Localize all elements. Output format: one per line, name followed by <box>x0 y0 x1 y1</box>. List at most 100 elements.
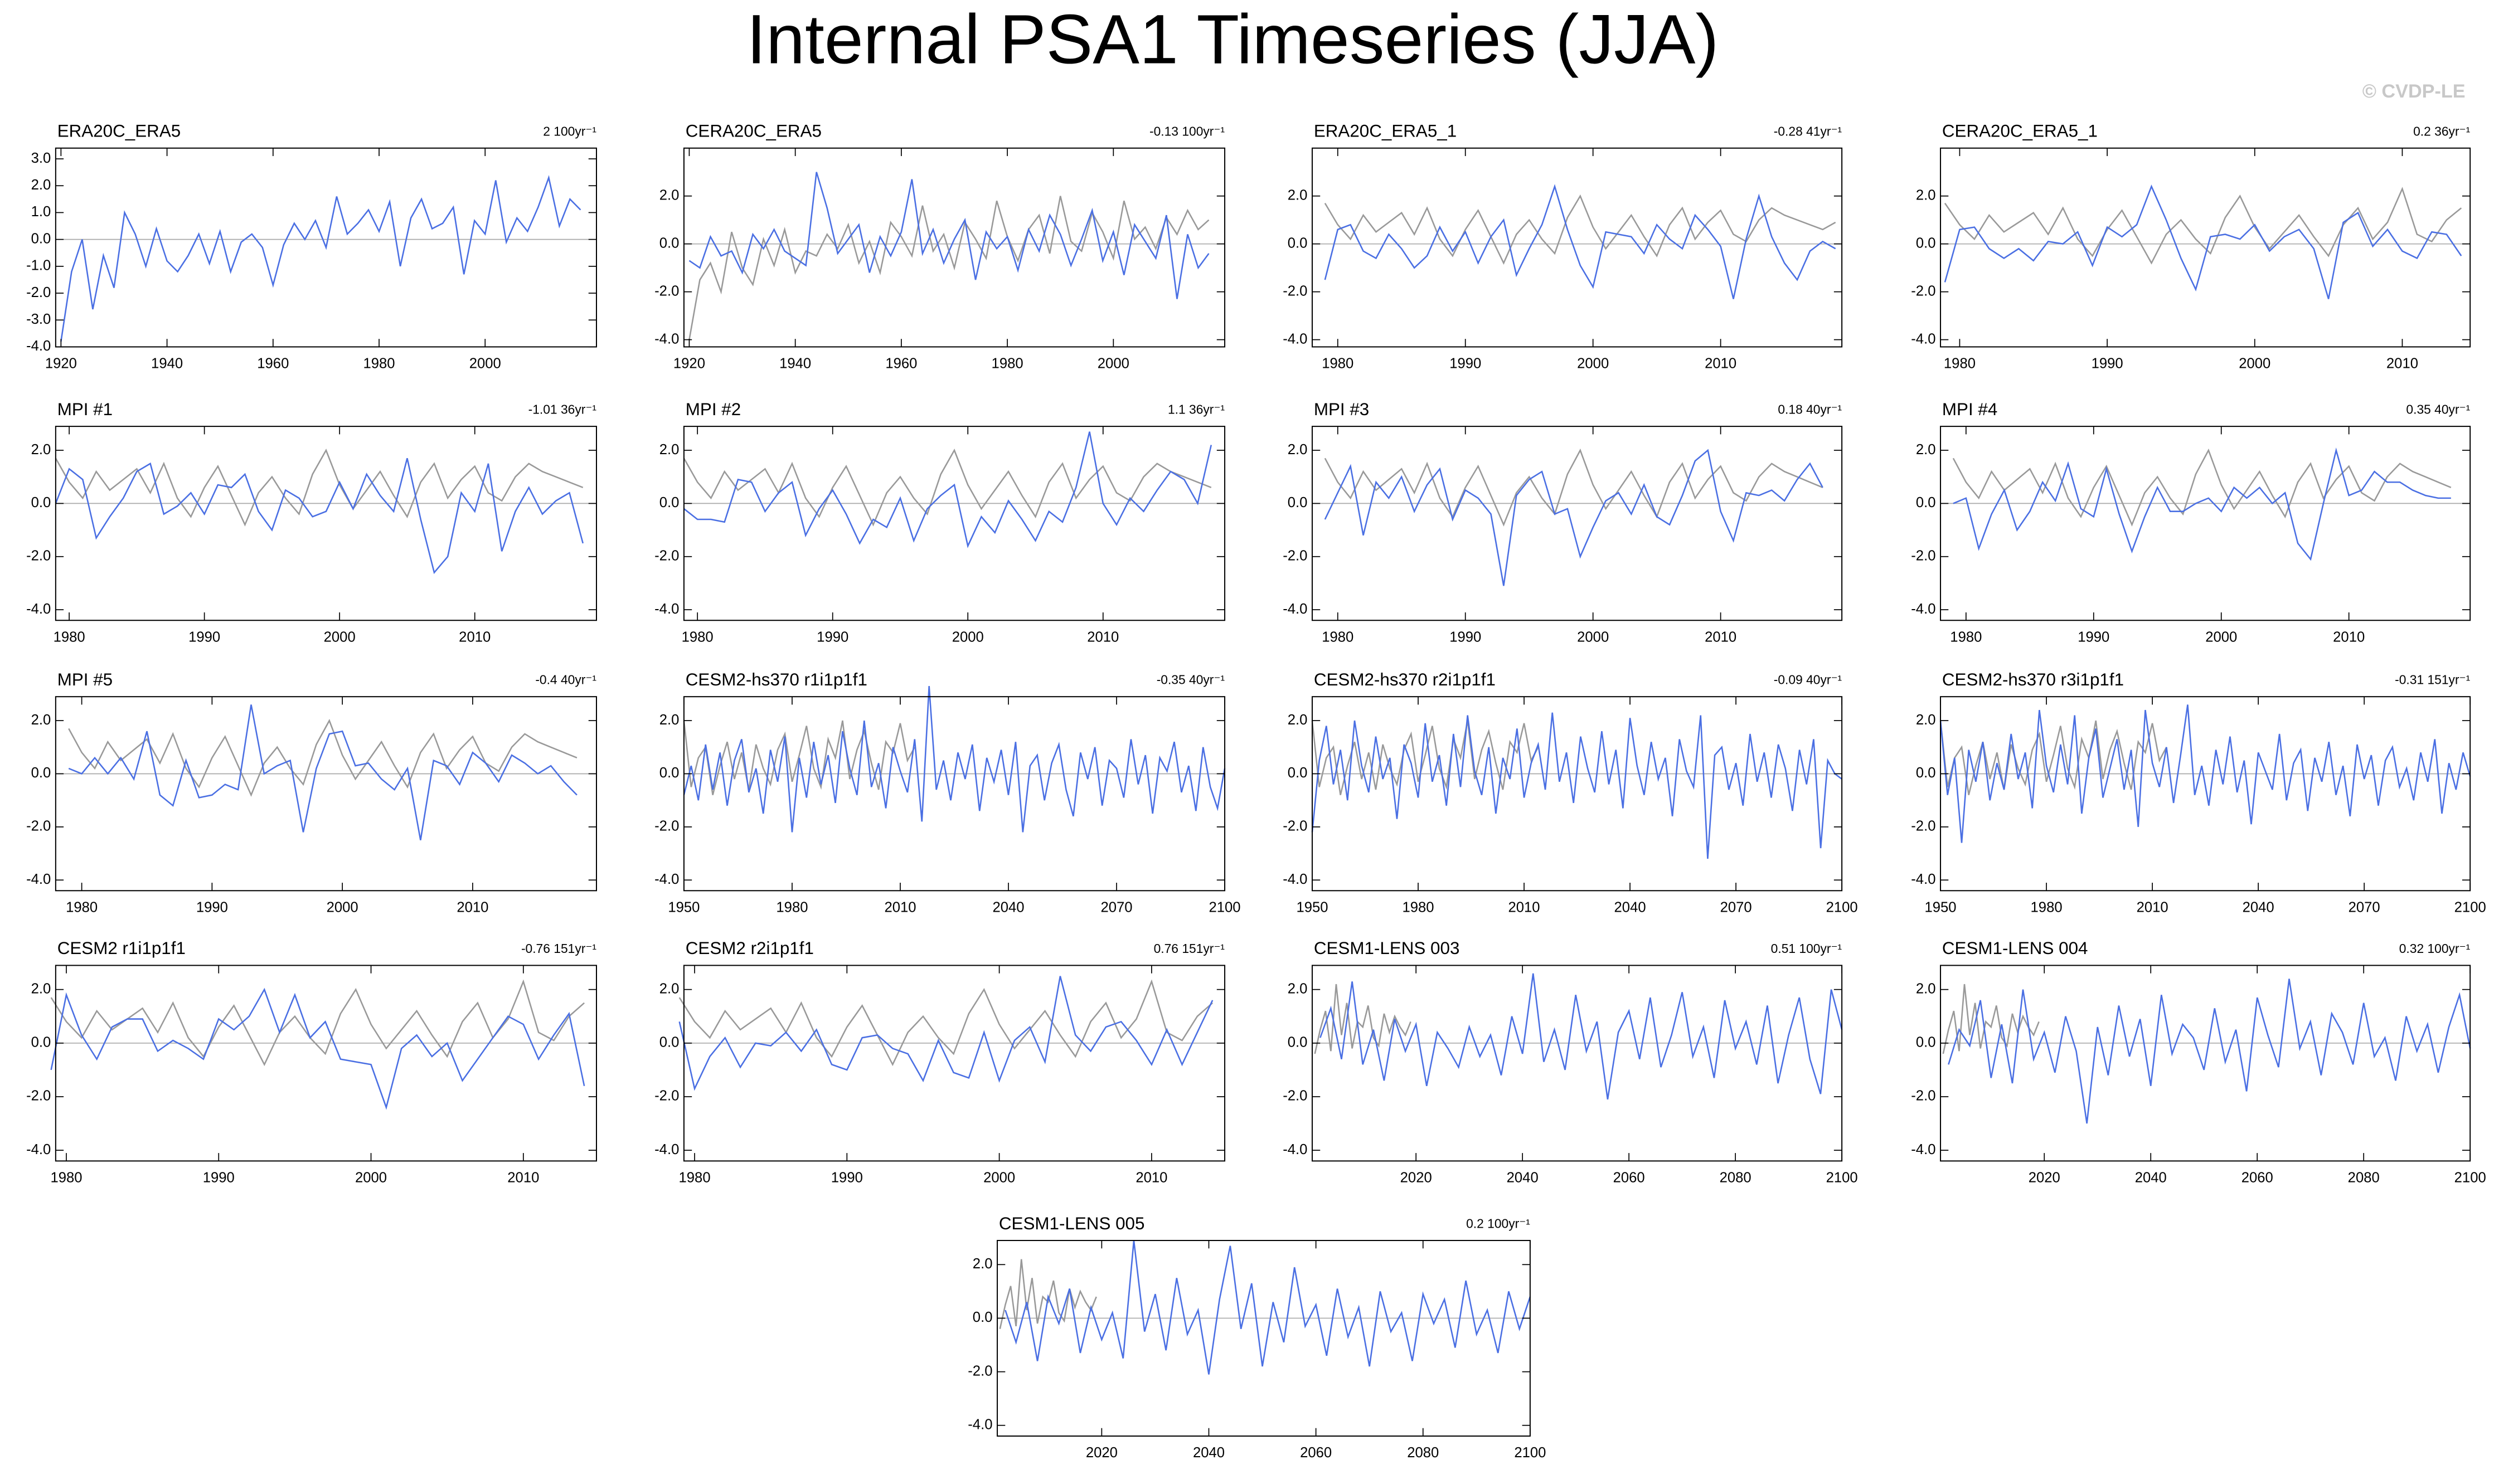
trend-label: 0.18 40yr⁻¹ <box>1778 402 1842 417</box>
y-tick-label: -2.0 <box>968 1363 992 1379</box>
x-tick-label: 2010 <box>1508 899 1540 915</box>
series-line <box>1319 973 1843 1099</box>
series-line <box>1324 449 1823 586</box>
x-tick-label: 2000 <box>1577 356 1609 372</box>
y-tick-label: -2.0 <box>654 283 679 299</box>
y-tick-label: -2.0 <box>26 548 51 564</box>
y-tick-label: -2.0 <box>26 1088 51 1104</box>
y-tick-label: 2.0 <box>659 442 680 458</box>
x-tick-label: 1990 <box>2092 356 2123 372</box>
x-tick-label: 1980 <box>50 1170 82 1186</box>
series-line <box>1953 447 2451 561</box>
series-line <box>688 196 1210 340</box>
x-tick-label: 1940 <box>779 356 811 372</box>
x-tick-label: 2040 <box>992 899 1024 915</box>
plot-frame <box>997 1240 1531 1437</box>
y-tick-label: 0.0 <box>973 1310 993 1325</box>
y-tick-label: 0.0 <box>1916 1035 1936 1050</box>
plot-frame <box>683 147 1226 348</box>
y-tick-label: 2.0 <box>659 712 680 728</box>
panel-title: MPI #5 <box>57 670 113 689</box>
trend-label: -0.09 40yr⁻¹ <box>1774 673 1842 687</box>
x-tick-label: 1950 <box>1296 899 1328 915</box>
x-tick-label: 2080 <box>1720 1170 1751 1186</box>
y-tick-label: 2.0 <box>1288 442 1308 458</box>
panel-title: CESM2-hs370 r3i1p1f1 <box>1942 670 2124 689</box>
plot-frame <box>1311 965 1843 1162</box>
x-tick-label: 2020 <box>1086 1445 1118 1461</box>
panel-title: ERA20C_ERA5 <box>57 121 181 141</box>
x-tick-label: 1980 <box>363 356 395 372</box>
series-line <box>50 987 585 1110</box>
panel-title: CERA20C_ERA5 <box>686 121 822 141</box>
y-tick-label: 0.0 <box>31 495 51 510</box>
plot-frame <box>1940 426 2471 621</box>
x-tick-label: 2010 <box>2333 629 2365 645</box>
series-line <box>1324 184 1836 299</box>
y-tick-label: -2.0 <box>1283 819 1307 834</box>
x-tick-label: 1980 <box>1944 356 1976 372</box>
x-tick-label: 2100 <box>1826 1170 1858 1186</box>
plot-frame <box>683 696 1226 892</box>
x-tick-label: 1920 <box>45 356 77 372</box>
x-tick-label: 2000 <box>2239 356 2270 372</box>
series-line <box>60 175 581 342</box>
x-tick-label: 2040 <box>1193 1445 1225 1461</box>
trend-label: 0.51 100yr⁻¹ <box>1771 941 1842 956</box>
y-tick-label: -4.0 <box>1283 1142 1307 1157</box>
x-tick-label: 2010 <box>507 1170 539 1186</box>
panel-title: CESM1-LENS 005 <box>999 1214 1145 1233</box>
x-tick-label: 2100 <box>1826 899 1858 915</box>
y-tick-label: 3.0 <box>31 150 51 166</box>
x-tick-label: 2070 <box>2349 899 2380 915</box>
credit: © CVDP-LE <box>2362 81 2466 102</box>
x-tick-label: 2060 <box>1613 1170 1645 1186</box>
series-line <box>1311 712 1842 859</box>
y-tick-label: 2.0 <box>31 981 51 996</box>
y-tick-label: 2.0 <box>1288 712 1308 728</box>
series-line <box>678 979 1214 1067</box>
y-tick-label: -4.0 <box>1911 601 1935 617</box>
y-tick-label: 2.0 <box>973 1256 993 1272</box>
y-tick-label: -2.0 <box>1911 1088 1935 1104</box>
trend-label: -0.4 40yr⁻¹ <box>535 673 596 687</box>
x-tick-label: 2000 <box>2205 629 2237 645</box>
figure-title: Internal PSA1 Timeseries (JJA) <box>746 0 1719 78</box>
plot-frame <box>1940 147 2471 348</box>
plot-frame <box>1311 426 1843 621</box>
y-tick-label: -2.0 <box>1283 548 1307 564</box>
panel-title: CESM1-LENS 004 <box>1942 938 2088 958</box>
series-line <box>55 449 584 527</box>
x-tick-label: 1990 <box>196 899 228 915</box>
y-tick-label: -2.0 <box>1283 283 1307 299</box>
panel-title: CESM1-LENS 003 <box>1314 938 1460 958</box>
y-tick-label: -4.0 <box>654 872 679 887</box>
trend-label: -0.31 151yr⁻¹ <box>2395 673 2470 687</box>
y-tick-label: -2.0 <box>26 285 51 300</box>
plot-frame <box>1940 696 2471 892</box>
series-line <box>1952 448 2452 527</box>
series-line <box>683 449 1212 527</box>
y-tick-label: -4.0 <box>1283 601 1307 617</box>
x-tick-label: 2010 <box>1087 629 1119 645</box>
y-tick-label: 0.0 <box>659 1035 680 1050</box>
series-line <box>55 458 584 575</box>
plot-frame <box>55 426 597 621</box>
y-tick-label: 2.0 <box>1916 188 1936 203</box>
y-tick-label: 0.0 <box>659 765 680 781</box>
x-tick-label: 2010 <box>1136 1170 1167 1186</box>
y-tick-label: 0.0 <box>1288 235 1308 251</box>
panel-title: CESM2 r1i1p1f1 <box>57 938 186 958</box>
x-tick-label: 2040 <box>1614 899 1646 915</box>
x-tick-label: 2040 <box>2135 1170 2167 1186</box>
x-tick-label: 2000 <box>952 629 984 645</box>
y-tick-label: -4.0 <box>968 1417 992 1433</box>
x-tick-label: 1980 <box>1322 356 1353 372</box>
y-tick-label: 2.0 <box>31 712 51 728</box>
y-tick-label: 0.0 <box>659 495 680 510</box>
x-tick-label: 2070 <box>1720 899 1752 915</box>
x-tick-label: 2040 <box>1507 1170 1539 1186</box>
y-tick-label: 0.0 <box>1916 235 1936 251</box>
y-tick-label: -3.0 <box>26 312 51 327</box>
